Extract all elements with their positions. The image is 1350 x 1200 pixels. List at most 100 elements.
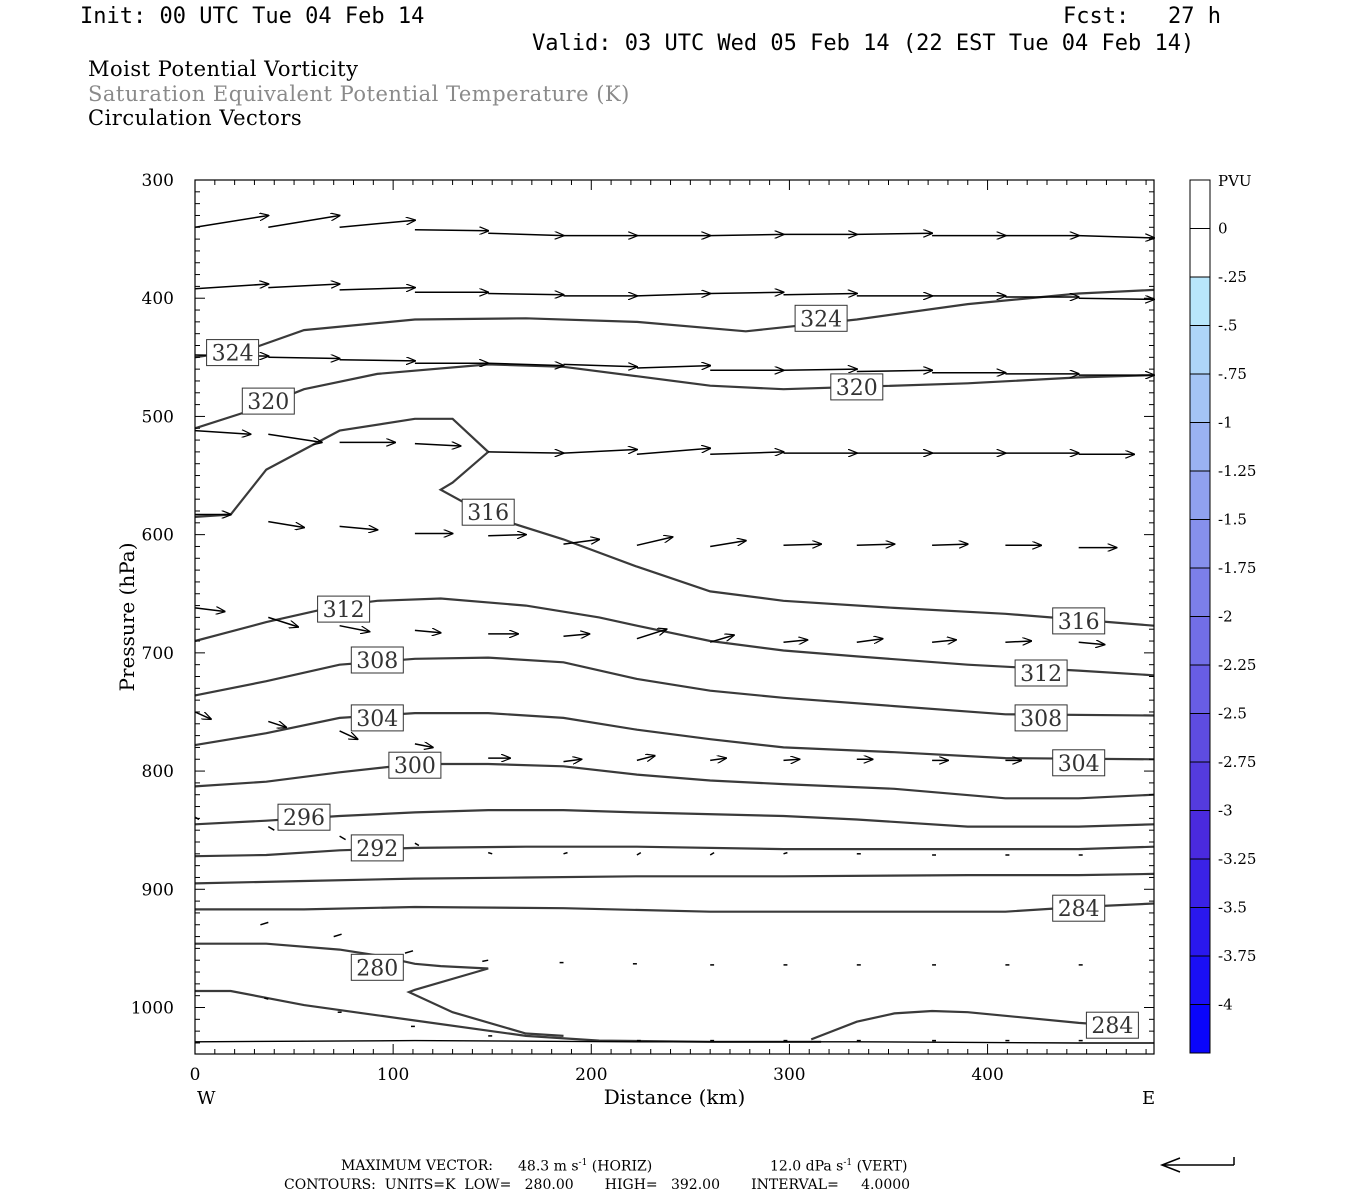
contour-label: 304 bbox=[1058, 752, 1100, 777]
contour-label: 316 bbox=[467, 501, 509, 526]
circulation-vector bbox=[194, 711, 211, 719]
y-tick-label: 400 bbox=[142, 289, 174, 309]
colorbar-tick-label: -2.75 bbox=[1218, 753, 1256, 771]
field-title-theta-es: Saturation Equivalent Potential Temperat… bbox=[88, 82, 630, 106]
vert-exponent: -1 bbox=[843, 1158, 853, 1168]
circulation-vector bbox=[1078, 642, 1105, 644]
contour-label-box bbox=[317, 595, 371, 623]
theta-es-contours bbox=[194, 288, 1155, 1044]
circulation-vector bbox=[268, 616, 298, 627]
contour-line-296 bbox=[194, 809, 1155, 828]
colorbar-tick-label: 0 bbox=[1218, 220, 1228, 238]
contour-info: CONTOURS: UNITS=K LOW= 280.00 HIGH= 392.… bbox=[284, 1177, 911, 1193]
circulation-vector bbox=[932, 544, 968, 545]
colorbar-tick-label: -2.25 bbox=[1218, 656, 1256, 674]
circulation-vector bbox=[783, 851, 788, 855]
colorbar-tick-label: -3.5 bbox=[1218, 899, 1247, 917]
east-label: E bbox=[1142, 1088, 1155, 1109]
contour-line-308 bbox=[194, 656, 1155, 717]
max-vert-unit: (VERT) bbox=[856, 1158, 908, 1175]
circulation-vector bbox=[194, 608, 225, 612]
contour-label-box bbox=[1014, 704, 1068, 732]
circulation-vector bbox=[563, 851, 568, 855]
circulation-vector bbox=[339, 220, 415, 229]
contour-line-316 bbox=[194, 417, 1155, 627]
field-title-mpv: Moist Potential Vorticity bbox=[88, 57, 359, 81]
y-tick-label: 1000 bbox=[131, 999, 174, 1019]
y-tick-label: 800 bbox=[142, 762, 174, 782]
circulation-vector bbox=[856, 233, 932, 234]
colorbar-segment bbox=[1190, 616, 1210, 665]
circulation-vector bbox=[268, 433, 322, 442]
circulation-vector bbox=[339, 288, 415, 290]
max-vector-vert: 12.0 dPa s-1 (VERT) bbox=[770, 1158, 907, 1175]
circulation-vector bbox=[710, 452, 783, 454]
circulation-vector bbox=[333, 933, 342, 938]
colorbar-segment bbox=[1190, 422, 1210, 471]
y-tick-label: 600 bbox=[142, 526, 174, 546]
circulation-vector bbox=[563, 450, 637, 454]
contour-label: 324 bbox=[800, 307, 842, 332]
contour-label: 300 bbox=[394, 754, 436, 779]
circulation-vector bbox=[268, 284, 339, 288]
colorbar-segment bbox=[1190, 810, 1210, 859]
colorbar-segment bbox=[1190, 325, 1210, 374]
circulation-vector bbox=[194, 431, 251, 435]
contour-label-box bbox=[277, 803, 331, 831]
circulation-vector bbox=[267, 825, 275, 831]
circulation-vector bbox=[482, 959, 489, 963]
circulation-vector bbox=[710, 292, 783, 293]
colorbar-segment bbox=[1190, 519, 1210, 568]
circulation-vector bbox=[783, 640, 808, 642]
circulation-vector bbox=[563, 634, 590, 636]
colorbar-segment bbox=[1190, 180, 1210, 229]
colorbar-tick-label: -1.75 bbox=[1218, 559, 1256, 577]
circulation-vector bbox=[488, 452, 563, 453]
colorbar-tick-label: -4 bbox=[1218, 996, 1233, 1014]
contour-label: 296 bbox=[283, 806, 325, 831]
contour-label-box bbox=[1014, 659, 1068, 687]
y-axis-label: Pressure (hPa) bbox=[115, 543, 139, 692]
circulation-vector bbox=[1078, 298, 1154, 299]
contour-label: 304 bbox=[356, 707, 398, 732]
contour-label: 284 bbox=[1091, 1014, 1133, 1039]
contour-label-box bbox=[1085, 1011, 1139, 1039]
contour-line-292 bbox=[194, 845, 1155, 858]
valid-time: Valid: 03 UTC Wed 05 Feb 14 (22 EST Tue … bbox=[532, 31, 1195, 56]
colorbar-tick-label: -1 bbox=[1218, 414, 1233, 432]
colorbar-tick-label: -3.75 bbox=[1218, 947, 1256, 965]
axis-text: 300 400 500 600 700 800 900 1000 0 100 200 300 400 W E… bbox=[115, 171, 1155, 1109]
colorbar-segment bbox=[1190, 907, 1210, 956]
circulation-vector bbox=[339, 835, 346, 841]
circulation-vector bbox=[709, 635, 734, 643]
contour-label: 312 bbox=[323, 598, 365, 623]
colorbar-segment bbox=[1190, 859, 1210, 908]
circulation-vector bbox=[339, 526, 378, 530]
contour-label: 320 bbox=[836, 376, 878, 401]
circulation-vector bbox=[636, 756, 655, 761]
circulation-vector bbox=[710, 541, 746, 548]
contour-label: 292 bbox=[356, 837, 398, 862]
circulation-vector bbox=[264, 997, 269, 1000]
contour-label: 312 bbox=[1020, 662, 1062, 687]
y-tick-label: 300 bbox=[142, 171, 174, 191]
colorbar-segment bbox=[1190, 568, 1210, 617]
contour-label-box bbox=[350, 953, 404, 981]
field-title-vectors: Circulation Vectors bbox=[88, 106, 303, 130]
x-tick-label: 300 bbox=[773, 1065, 805, 1085]
contour-label-box bbox=[206, 339, 260, 367]
circulation-vector bbox=[636, 448, 710, 456]
contour-line-288 bbox=[194, 872, 1155, 885]
circulation-vector bbox=[783, 369, 857, 370]
circulation-vector bbox=[636, 629, 667, 640]
x-axis-label: Distance (km) bbox=[604, 1085, 746, 1109]
circulation-vector bbox=[783, 544, 822, 545]
contour-line-300 bbox=[194, 762, 1155, 800]
circulation-vector bbox=[414, 230, 488, 231]
circulation-vectors bbox=[194, 216, 1154, 1042]
circulation-vector bbox=[710, 758, 726, 760]
contour-label: 280 bbox=[356, 956, 398, 981]
circulation-vector bbox=[710, 234, 783, 235]
contour-line-324 bbox=[194, 288, 1155, 359]
colorbar-tick-label: -1.25 bbox=[1218, 462, 1256, 480]
